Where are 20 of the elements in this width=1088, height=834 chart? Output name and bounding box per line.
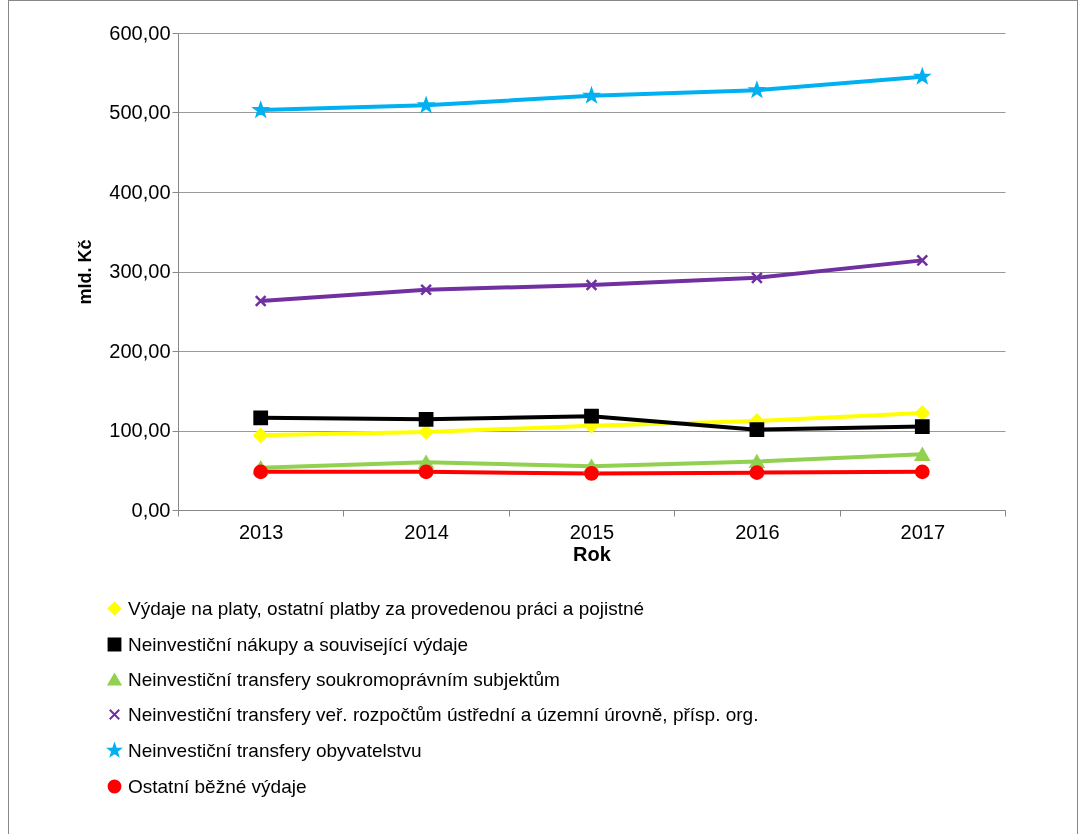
legend-label: Neinvestiční transfery obyvatelstvu	[128, 739, 422, 761]
x-tick-label: 2017	[900, 520, 946, 543]
x-tick-label: 2015	[569, 520, 615, 543]
legend-label: Neinvestiční nákupy a související výdaje	[128, 633, 469, 655]
y-axis-title: mld. Kč	[75, 239, 96, 305]
y-tick-label: 500,00	[109, 101, 171, 123]
x-tick-label: 2014	[404, 520, 449, 543]
legend-label: Výdaje na platy, ostatní platby za provedenou práci a pojistné	[128, 597, 645, 619]
y-tick-label: 0,00	[131, 498, 171, 521]
legend-label: Ostatní běžné výdaje	[128, 775, 307, 797]
x-axis-title: Rok	[573, 542, 612, 565]
x-tick-label: 2016	[735, 520, 780, 543]
y-tick-label: 100,00	[109, 419, 171, 441]
y-tick-label: 600,00	[109, 21, 171, 44]
legend-label: Neinvestiční transfery soukromoprávním subjektům	[128, 668, 560, 690]
legend-label: Neinvestiční transfery veř. rozpočtům ústřední a územní úrovně, přísp. org.	[128, 703, 759, 725]
x-tick-label: 2013	[238, 520, 284, 543]
y-tick-label: 400,00	[109, 180, 171, 203]
y-tick-label: 300,00	[109, 260, 171, 282]
y-tick-label: 200,00	[109, 339, 171, 362]
